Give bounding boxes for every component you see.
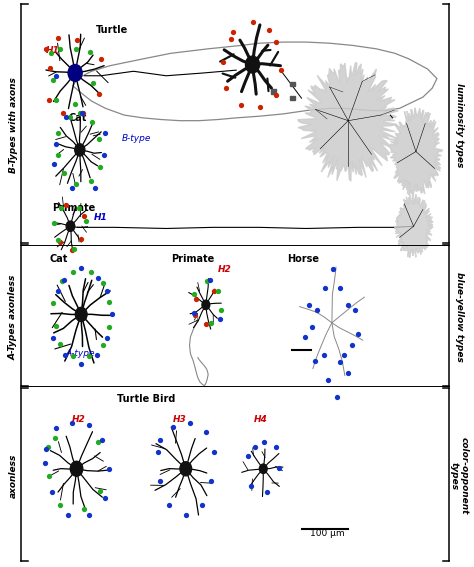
Text: H2: H2 [72,415,86,424]
Text: H2: H2 [218,265,231,274]
Bar [290,82,294,86]
Circle shape [180,462,191,476]
Text: color-opponent
types: color-opponent types [450,437,469,515]
Text: B-type: B-type [122,134,151,143]
Circle shape [75,144,85,156]
Text: Cat: Cat [49,255,68,264]
Polygon shape [389,108,443,196]
Text: H1: H1 [46,46,59,55]
Text: H4: H4 [254,415,268,424]
Text: axonless: axonless [9,454,18,498]
Circle shape [246,56,260,73]
Text: Turtle Bird: Turtle Bird [117,393,175,404]
Bar [271,89,276,94]
Text: 100 μm: 100 μm [310,529,345,538]
Text: blue-yellow types: blue-yellow types [455,272,464,362]
Text: Primate: Primate [52,203,95,213]
Text: Cat: Cat [68,113,87,123]
Polygon shape [298,63,398,181]
Circle shape [68,65,82,82]
Circle shape [259,464,267,473]
Text: A-type: A-type [66,349,95,358]
Text: Primate: Primate [171,255,214,264]
Text: A-Types axonless: A-Types axonless [9,274,18,360]
Text: luminosity types: luminosity types [455,83,464,167]
Text: H1: H1 [94,213,108,222]
Text: Turtle: Turtle [96,25,128,35]
Circle shape [66,221,75,231]
Bar [290,96,294,100]
Text: Horse: Horse [288,255,319,264]
Circle shape [202,300,210,310]
Text: H3: H3 [173,415,187,424]
Circle shape [70,462,83,476]
Circle shape [75,307,87,321]
Polygon shape [394,194,433,258]
Text: B-Types with axons: B-Types with axons [9,77,18,173]
